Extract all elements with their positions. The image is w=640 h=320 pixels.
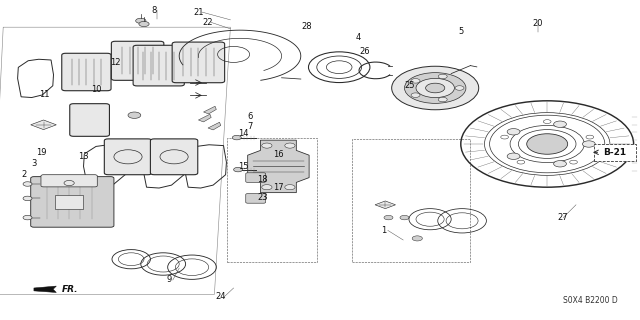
Text: 20: 20 bbox=[532, 19, 543, 28]
Circle shape bbox=[232, 135, 241, 140]
Text: 6: 6 bbox=[247, 112, 252, 121]
FancyBboxPatch shape bbox=[246, 194, 266, 203]
Circle shape bbox=[411, 93, 420, 97]
Circle shape bbox=[392, 66, 479, 110]
FancyBboxPatch shape bbox=[246, 173, 266, 182]
Text: 23: 23 bbox=[257, 193, 268, 202]
Circle shape bbox=[23, 215, 32, 220]
Text: 10: 10 bbox=[91, 85, 101, 94]
Polygon shape bbox=[198, 114, 211, 122]
Text: 27: 27 bbox=[558, 213, 568, 222]
Circle shape bbox=[554, 121, 566, 127]
FancyBboxPatch shape bbox=[62, 53, 111, 91]
Circle shape bbox=[128, 112, 141, 118]
FancyBboxPatch shape bbox=[70, 104, 109, 136]
Circle shape bbox=[285, 143, 295, 148]
Text: 24: 24 bbox=[216, 292, 226, 301]
Circle shape bbox=[285, 185, 295, 190]
Circle shape bbox=[234, 167, 243, 172]
FancyBboxPatch shape bbox=[594, 144, 636, 161]
Circle shape bbox=[582, 141, 595, 147]
FancyBboxPatch shape bbox=[55, 195, 83, 209]
Circle shape bbox=[136, 18, 146, 23]
Circle shape bbox=[23, 182, 32, 186]
Text: 14: 14 bbox=[238, 129, 248, 138]
Circle shape bbox=[507, 129, 520, 135]
Text: 28: 28 bbox=[302, 22, 312, 31]
Text: S0X4 B2200 D: S0X4 B2200 D bbox=[563, 296, 618, 305]
Text: 15: 15 bbox=[238, 162, 248, 171]
Text: 22: 22 bbox=[203, 18, 213, 27]
Polygon shape bbox=[248, 140, 309, 193]
FancyBboxPatch shape bbox=[41, 175, 97, 187]
Circle shape bbox=[438, 97, 447, 102]
Circle shape bbox=[412, 236, 422, 241]
Text: 2: 2 bbox=[22, 170, 27, 179]
FancyBboxPatch shape bbox=[111, 41, 164, 80]
Circle shape bbox=[507, 153, 520, 159]
Text: 8: 8 bbox=[151, 6, 156, 15]
Circle shape bbox=[438, 74, 447, 79]
Text: 9: 9 bbox=[167, 276, 172, 284]
Circle shape bbox=[411, 79, 420, 83]
Text: 26: 26 bbox=[360, 47, 370, 56]
FancyBboxPatch shape bbox=[172, 42, 225, 83]
Circle shape bbox=[527, 134, 568, 154]
Polygon shape bbox=[204, 106, 216, 114]
Polygon shape bbox=[31, 120, 56, 130]
FancyBboxPatch shape bbox=[31, 177, 114, 227]
Circle shape bbox=[455, 86, 464, 90]
Circle shape bbox=[139, 21, 149, 27]
Text: 25: 25 bbox=[404, 81, 415, 90]
Text: 4: 4 bbox=[356, 33, 361, 42]
Circle shape bbox=[554, 161, 566, 167]
Text: 18: 18 bbox=[257, 175, 268, 184]
Circle shape bbox=[416, 78, 454, 98]
Circle shape bbox=[64, 180, 74, 186]
Text: 17: 17 bbox=[273, 183, 284, 192]
Circle shape bbox=[262, 143, 272, 148]
Text: 5: 5 bbox=[458, 28, 463, 36]
Text: FR.: FR. bbox=[61, 285, 78, 294]
Text: 19: 19 bbox=[36, 148, 47, 157]
Text: 11: 11 bbox=[40, 90, 50, 99]
Text: B-21: B-21 bbox=[603, 148, 626, 157]
Polygon shape bbox=[34, 286, 56, 292]
Text: 16: 16 bbox=[273, 150, 284, 159]
Text: 21: 21 bbox=[193, 8, 204, 17]
Text: 7: 7 bbox=[247, 122, 252, 131]
Text: 3: 3 bbox=[31, 159, 36, 168]
Text: 12: 12 bbox=[110, 58, 120, 67]
Circle shape bbox=[426, 83, 445, 93]
Polygon shape bbox=[375, 201, 396, 209]
Circle shape bbox=[404, 73, 466, 103]
Text: 13: 13 bbox=[78, 152, 88, 161]
Circle shape bbox=[262, 185, 272, 190]
Polygon shape bbox=[208, 122, 221, 130]
FancyBboxPatch shape bbox=[133, 45, 184, 86]
Text: 1: 1 bbox=[381, 226, 387, 235]
Circle shape bbox=[384, 215, 393, 220]
FancyBboxPatch shape bbox=[104, 139, 152, 175]
Circle shape bbox=[23, 196, 32, 201]
Circle shape bbox=[400, 215, 409, 220]
FancyBboxPatch shape bbox=[150, 139, 198, 175]
